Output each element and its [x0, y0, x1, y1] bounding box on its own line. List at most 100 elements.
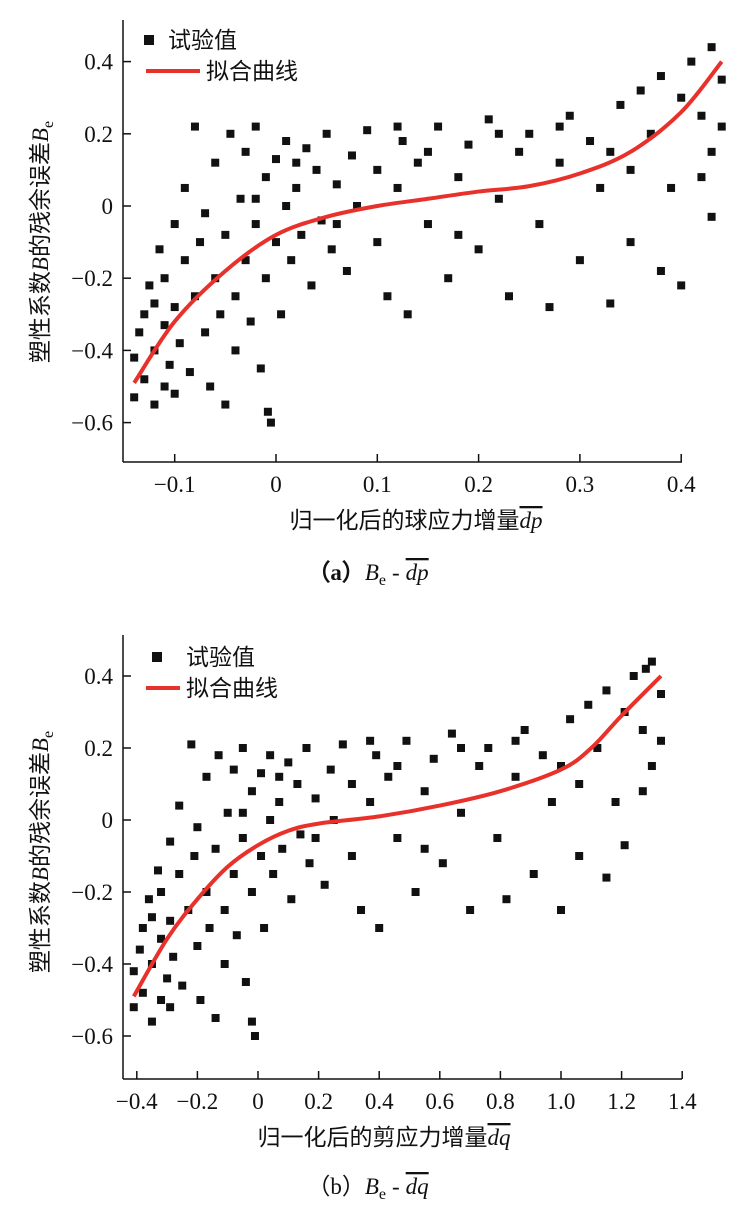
axes-a: −0.1 0 0.1 0.2 0.3 0.4 0.4 0.2 0 −0.2 −0.4 −0.6: [71, 20, 696, 497]
fit-curve-b: [132, 674, 663, 998]
data-point: [717, 75, 726, 84]
data-point: [584, 700, 593, 709]
data-point: [155, 245, 164, 254]
data-point: [529, 870, 538, 878]
data-point: [302, 744, 311, 752]
data-point: [185, 368, 194, 377]
data-point: [638, 787, 647, 796]
data-point: [221, 400, 230, 409]
data-point: [373, 238, 382, 247]
y-axis-label-a: 塑性系数B的残余误差Be: [28, 121, 57, 363]
data-point: [656, 736, 665, 745]
data-point: [402, 736, 411, 745]
data-point: [211, 844, 220, 853]
fit-curve-a: [132, 60, 724, 384]
data-point: [266, 418, 275, 427]
data-point: [557, 762, 565, 770]
data-point: [193, 942, 202, 950]
data-point: [175, 870, 184, 878]
data-point: [520, 726, 529, 734]
y-tick-label: −0.2: [71, 266, 113, 291]
data-point: [297, 230, 306, 239]
data-point: [447, 729, 456, 738]
data-point: [393, 122, 402, 131]
data-point: [140, 375, 149, 384]
data-point: [383, 292, 392, 301]
data-point: [144, 895, 153, 904]
x-tick-label: 0.2: [304, 1089, 333, 1114]
data-point: [326, 765, 335, 774]
data-point: [175, 339, 184, 348]
data-point: [147, 1017, 156, 1026]
data-point: [656, 266, 665, 275]
data-point: [135, 945, 144, 954]
data-point: [157, 934, 166, 943]
data-point: [366, 798, 375, 806]
x-tick-label: 0.4: [365, 1089, 394, 1114]
x-tick-label: 0.3: [566, 472, 595, 497]
data-point: [454, 230, 463, 239]
data-point: [575, 256, 584, 265]
x-tick-label: −0.1: [154, 472, 196, 497]
data-point: [515, 147, 524, 156]
data-point: [575, 852, 584, 860]
data-point: [656, 690, 665, 698]
data-point: [602, 686, 611, 695]
data-point: [494, 194, 503, 203]
data-point: [484, 744, 493, 752]
data-point: [575, 780, 584, 788]
x-tick-label: 1.0: [547, 1089, 576, 1114]
data-point: [282, 137, 291, 146]
data-point: [457, 808, 466, 817]
data-point: [484, 115, 493, 124]
data-point: [257, 769, 266, 778]
fit-curve-line: [132, 60, 724, 384]
data-point: [717, 122, 726, 131]
data-point: [373, 165, 382, 174]
legend-scatter-label: 试验值: [168, 28, 237, 53]
data-point: [238, 744, 247, 752]
data-point: [434, 122, 443, 131]
data-point: [251, 122, 260, 131]
data-point: [626, 238, 635, 247]
data-point: [342, 266, 351, 275]
caption-a: （a）Be - dp: [307, 559, 428, 589]
data-point: [150, 299, 159, 308]
legend-b: 试验值 拟合曲线: [146, 645, 278, 701]
data-point: [216, 310, 225, 319]
data-point: [464, 140, 473, 149]
x-tick-label: 0.4: [667, 472, 696, 497]
data-point: [697, 111, 706, 120]
data-point: [260, 924, 269, 932]
data-point: [247, 1017, 256, 1026]
y-axis-label-b: 塑性系数B的残余误差Be: [28, 731, 57, 973]
y-tick-label: −0.4: [71, 338, 113, 363]
data-point: [206, 382, 215, 391]
data-point: [226, 129, 235, 138]
data-point: [275, 772, 284, 781]
data-point: [292, 183, 301, 192]
data-point: [266, 816, 275, 824]
data-point: [214, 751, 223, 760]
legend-line-label: 拟合曲线: [206, 59, 298, 84]
data-point: [261, 274, 270, 283]
data-point: [697, 173, 706, 182]
data-point: [493, 834, 502, 842]
data-point: [307, 281, 316, 290]
y-tick-label: 0.4: [84, 50, 113, 75]
data-point: [282, 202, 291, 210]
data-point: [347, 151, 356, 160]
data-point: [256, 364, 265, 373]
data-point: [221, 230, 230, 239]
data-point: [201, 209, 210, 218]
data-point: [236, 194, 245, 203]
data-point: [312, 165, 321, 174]
y-tick-label: 0: [102, 808, 114, 833]
data-point: [169, 952, 178, 961]
data-point: [202, 772, 211, 781]
data-point: [223, 808, 232, 817]
data-point: [626, 165, 635, 174]
panel-a: −0.1 0 0.1 0.2 0.3 0.4 0.4 0.2 0 −0.2 −0.4 −0.6 试验值…: [28, 20, 726, 589]
data-point: [196, 238, 205, 247]
